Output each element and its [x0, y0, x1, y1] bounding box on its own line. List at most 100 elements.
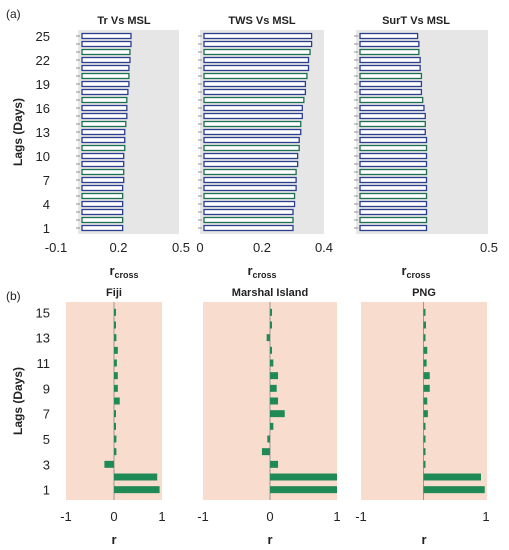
bar-lag-6	[81, 184, 124, 192]
chart-b1-x-axis-label: r	[111, 532, 116, 547]
chart-b1-x-tick-label: 1	[158, 509, 165, 524]
bar-lag-17	[203, 96, 305, 104]
bar-lag-6	[423, 422, 426, 430]
bar-lag-7	[423, 410, 428, 418]
bar-lag-6	[203, 184, 297, 192]
chart-b1-x-tick-label: -1	[60, 509, 72, 524]
bar-lag-4	[203, 200, 296, 208]
bar-lag-10	[359, 152, 428, 160]
bar-lag-18	[203, 88, 307, 96]
bar-lag-8	[423, 397, 428, 405]
chart-b3-x-axis-label: r	[421, 532, 426, 547]
bar-lag-9	[114, 384, 118, 392]
bar-lag-17	[81, 96, 128, 104]
y-tick-label: 13	[36, 125, 50, 140]
chart-a2-x-tick-label: 0	[196, 240, 203, 255]
bar-lag-2	[81, 216, 124, 224]
bar-lag-21	[81, 64, 130, 72]
bar-lag-5	[114, 435, 117, 443]
bar-lag-6	[270, 422, 274, 430]
bar-lag-2	[114, 473, 158, 481]
bar-lag-25	[81, 32, 132, 40]
bar-lag-10	[423, 372, 430, 380]
bar-lag-25	[359, 32, 419, 40]
bar-lag-15	[203, 112, 303, 120]
y-tick-label: 10	[36, 149, 50, 164]
bar-lag-15	[114, 308, 116, 316]
bar-lag-4	[114, 448, 117, 456]
chart-a1-x-tick-label: 0.2	[109, 240, 127, 255]
bar-lag-3	[203, 208, 294, 216]
chart-a2-x-tick-label: 0.4	[315, 240, 333, 255]
chart-a1-x-tick-label: -0.1	[45, 240, 67, 255]
bar-lag-22	[359, 56, 421, 64]
bar-lag-10	[203, 152, 299, 160]
bar-lag-6	[114, 422, 116, 430]
bar-lag-18	[359, 88, 423, 96]
bar-lag-5	[81, 192, 124, 200]
chart-a3: SurT Vs MSL 0.5 rcross	[354, 15, 498, 280]
bar-lag-24	[203, 40, 313, 48]
bar-lag-8	[114, 397, 120, 405]
bar-lag-6	[359, 184, 428, 192]
chart-a1-x-tick-label: 0.5	[172, 240, 190, 255]
y-tick-label: 9	[43, 381, 50, 396]
bar-lag-13	[266, 334, 270, 342]
bar-lag-17	[359, 96, 424, 104]
bar-lag-13	[81, 128, 126, 136]
chart-title: SurT Vs MSL	[382, 15, 450, 27]
bar-lag-12	[114, 346, 118, 354]
y-tick-label: 1	[43, 483, 50, 498]
bar-lag-15	[359, 112, 426, 120]
chart-title: PNG	[412, 287, 436, 299]
bar-lag-7	[81, 176, 125, 184]
bar-lag-21	[359, 64, 421, 72]
chart-a3-x-tick-label: 0.5	[480, 240, 498, 255]
bar-lag-13	[114, 334, 117, 342]
bar-lag-15	[81, 112, 128, 120]
bar-lag-16	[81, 104, 128, 112]
bar-lag-9	[270, 384, 277, 392]
y-tick-label: 7	[43, 173, 50, 188]
chart-b2-x-tick-label: -1	[197, 509, 209, 524]
bar-lag-2	[359, 216, 428, 224]
y-axis-label: Lags (Days)	[11, 367, 25, 435]
bar-lag-9	[359, 160, 428, 168]
bar-lag-20	[81, 72, 130, 80]
chart-a1: Tr Vs MSL -0.1 0.2 0.5 rcross 1 4 7 10 13 16 19 22 25…	[11, 15, 190, 280]
bar-lag-22	[203, 56, 310, 64]
chart-a2-x-axis-label: rcross	[247, 263, 276, 280]
chart-a2-x-tick-label: 0.2	[253, 240, 271, 255]
chart-b2-x-tick-label: 1	[333, 509, 340, 524]
y-tick-label: 13	[36, 331, 50, 346]
chart-b1-x-tick-label: 0	[110, 509, 117, 524]
bar-lag-18	[81, 88, 129, 96]
bar-lag-14	[114, 321, 116, 329]
bar-lag-1	[270, 486, 337, 494]
bar-lag-16	[203, 104, 303, 112]
bar-lag-4	[423, 448, 426, 456]
bar-lag-3	[423, 460, 426, 468]
bar-lag-5	[359, 192, 428, 200]
bar-lag-15	[423, 308, 426, 316]
bar-lag-4	[359, 200, 428, 208]
y-tick-label: 5	[43, 432, 50, 447]
bar-lag-22	[81, 56, 131, 64]
panel-b-label: (b)	[6, 289, 21, 303]
bar-lag-20	[203, 72, 308, 80]
bar-lag-23	[203, 48, 311, 56]
bar-lag-12	[359, 136, 428, 144]
bar-lag-3	[81, 208, 124, 216]
bar-lag-12	[203, 136, 300, 144]
bar-lag-21	[203, 64, 310, 72]
bar-lag-14	[359, 120, 426, 128]
bar-lag-11	[81, 144, 126, 152]
bar-lag-13	[359, 128, 426, 136]
y-tick-label: 22	[36, 53, 50, 68]
y-tick-label: 3	[43, 457, 50, 472]
bar-lag-11	[270, 359, 274, 367]
bar-lag-11	[114, 359, 117, 367]
y-tick-label: 25	[36, 29, 50, 44]
bar-lag-4	[81, 200, 124, 208]
